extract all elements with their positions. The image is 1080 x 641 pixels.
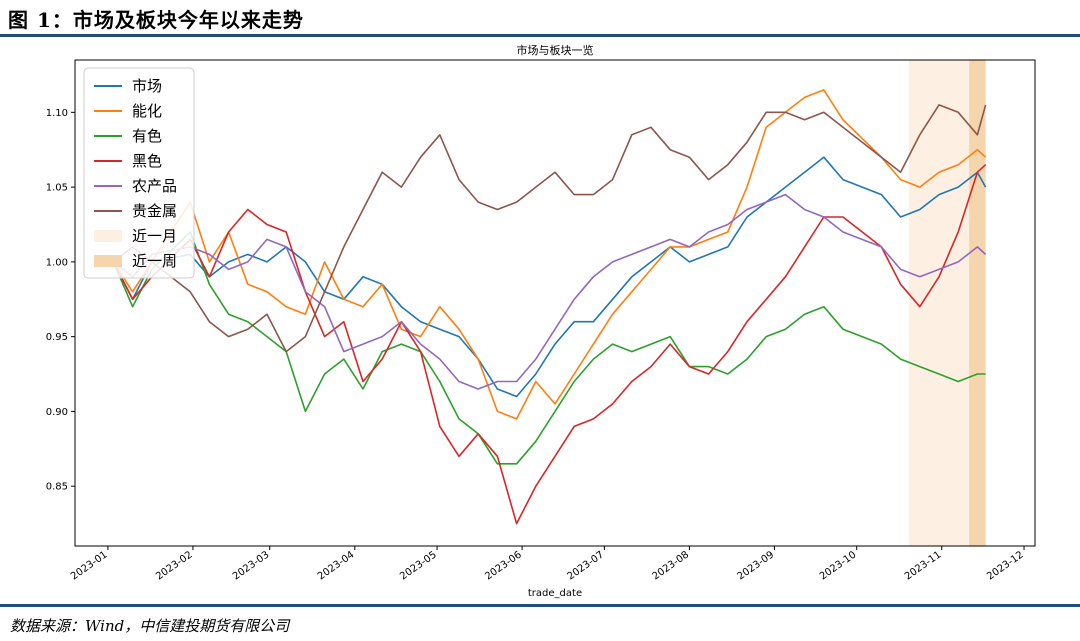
series-line-3 bbox=[112, 231, 986, 465]
legend-label: 近一周 bbox=[132, 252, 177, 270]
series-line-5 bbox=[112, 193, 987, 390]
y-axis: 0.85 0.90 0.95 1.00 1.05 1.10 bbox=[46, 108, 75, 493]
bottom-rule bbox=[0, 604, 1080, 607]
x-tick-label: 2023-10 bbox=[818, 549, 859, 582]
x-tick-label: 2023-08 bbox=[651, 549, 692, 582]
legend-label: 市场 bbox=[132, 77, 162, 95]
plot-area bbox=[74, 59, 1036, 547]
y-tick-label: 1.10 bbox=[46, 108, 68, 119]
source-note: 数据来源：Wind，中信建投期货有限公司 bbox=[10, 617, 290, 635]
legend-label: 能化 bbox=[132, 102, 162, 120]
x-tick-label: 2023-09 bbox=[736, 549, 777, 582]
x-tick-label: 2023-06 bbox=[483, 549, 524, 582]
series-layer bbox=[112, 89, 987, 525]
legend-label: 贵金属 bbox=[132, 202, 177, 220]
legend-label: 有色 bbox=[132, 127, 162, 145]
x-tick-label: 2023-03 bbox=[231, 549, 272, 582]
legend-label: 黑色 bbox=[132, 152, 162, 170]
y-tick-label: 0.90 bbox=[46, 407, 68, 418]
x-tick-label: 2023-02 bbox=[154, 549, 195, 582]
series-line-6 bbox=[112, 104, 987, 353]
shaded-region bbox=[969, 60, 986, 546]
x-tick-label: 2023-05 bbox=[398, 549, 439, 582]
y-tick-label: 1.00 bbox=[46, 257, 68, 268]
series-line-4 bbox=[112, 164, 987, 525]
line-chart: 市场与板块一览 0.85 0.90 0.95 1.00 1.05 1.10 2023-01… bbox=[46, 43, 1036, 599]
y-tick-label: 0.95 bbox=[46, 332, 68, 343]
y-tick-label: 1.05 bbox=[46, 183, 68, 194]
y-tick-label: 0.85 bbox=[46, 482, 68, 493]
x-tick-label: 2023-01 bbox=[69, 549, 110, 582]
figure-title: 图 1：市场及板块今年以来走势 bbox=[8, 8, 304, 32]
x-tick-label: 2023-11 bbox=[903, 549, 944, 582]
legend-box bbox=[83, 67, 195, 279]
legend-label: 近一月 bbox=[132, 227, 177, 245]
x-axis: 2023-01 2023-02 2023-03 2023-04 2023-05 2023-… bbox=[69, 546, 1026, 582]
legend-swatch bbox=[94, 255, 122, 267]
x-tick-label: 2023-04 bbox=[316, 549, 357, 582]
x-tick-label: 2023-12 bbox=[985, 549, 1026, 582]
series-line-1 bbox=[112, 156, 987, 398]
legend-label: 农产品 bbox=[132, 177, 177, 195]
legend-swatch bbox=[94, 230, 122, 242]
top-rule bbox=[0, 34, 1080, 37]
x-tick-label: 2023-07 bbox=[566, 549, 607, 582]
series-line-2 bbox=[112, 89, 987, 420]
chart-title: 市场与板块一览 bbox=[517, 43, 594, 57]
x-axis-label: trade_date bbox=[528, 588, 582, 599]
